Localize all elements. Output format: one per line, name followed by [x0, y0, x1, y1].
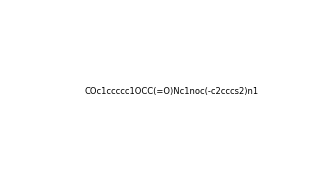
Text: COc1ccccc1OCC(=O)Nc1noc(-c2cccs2)n1: COc1ccccc1OCC(=O)Nc1noc(-c2cccs2)n1 [85, 87, 259, 96]
